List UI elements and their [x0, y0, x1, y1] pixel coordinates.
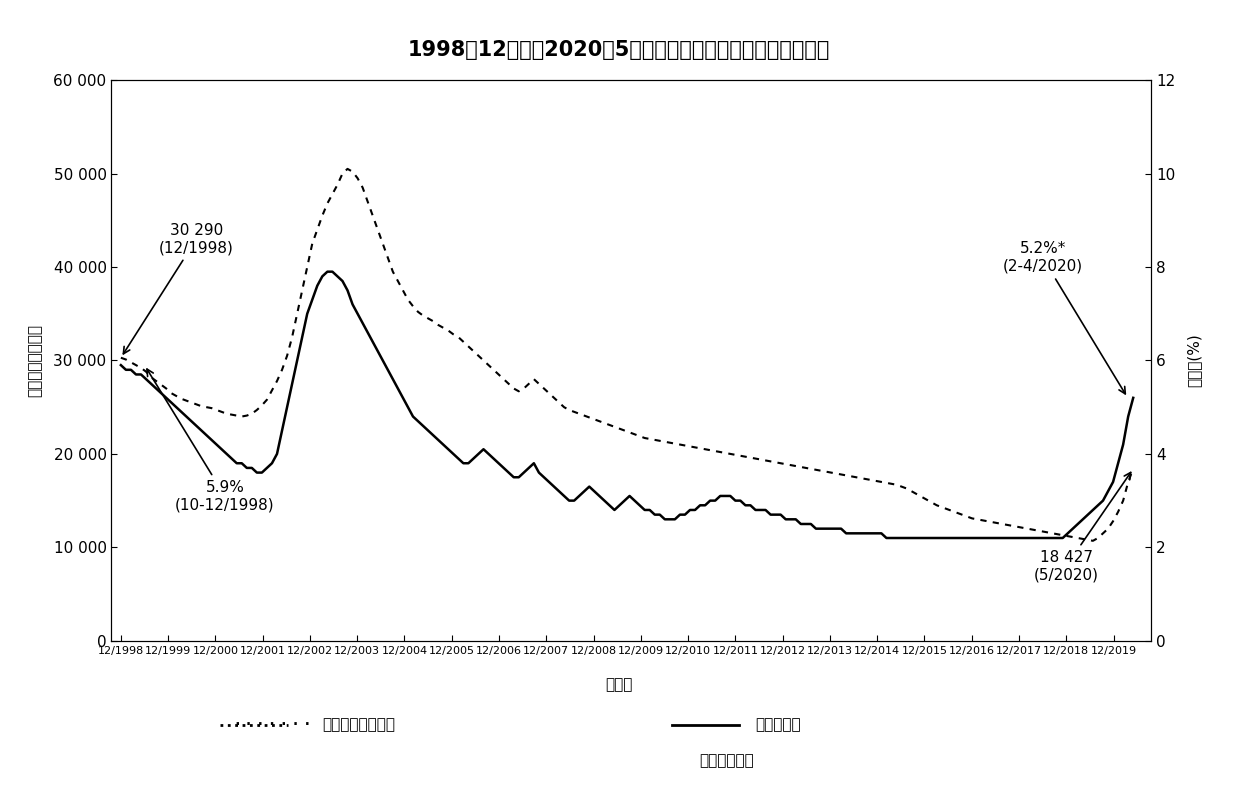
Text: ·······: ·······: [232, 715, 313, 735]
Y-axis label: 失業率(%): 失業率(%): [1186, 333, 1202, 388]
Text: 本港失業率: 本港失業率: [755, 718, 801, 732]
Text: ＊　臨時數字: ＊ 臨時數字: [699, 754, 754, 768]
Text: 5.9%
(10-12/1998): 5.9% (10-12/1998): [147, 369, 275, 512]
Y-axis label: 失業綜援個案數目: 失業綜援個案數目: [27, 324, 42, 397]
Text: 30 290
(12/1998): 30 290 (12/1998): [124, 223, 234, 354]
Text: 1998年12月底至2020年5月底失業綜援個案數目及本港失業率: 1998年12月底至2020年5月底失業綜援個案數目及本港失業率: [407, 40, 831, 60]
Text: 5.2%*
(2-4/2020): 5.2%* (2-4/2020): [1003, 241, 1125, 394]
Text: 月／年: 月／年: [605, 678, 633, 692]
Text: 18 427
(5/2020): 18 427 (5/2020): [1034, 473, 1130, 582]
Text: 失業綜援個案數目: 失業綜援個案數目: [322, 718, 395, 732]
